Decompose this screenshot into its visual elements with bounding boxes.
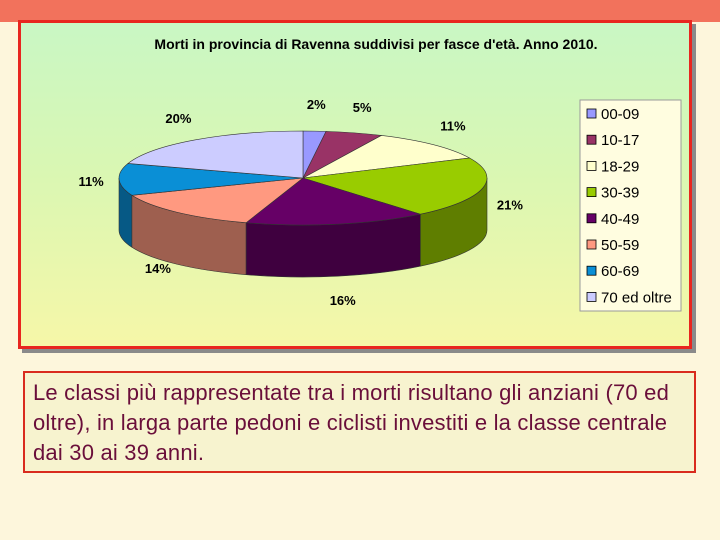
pie-slice-30-39 [302, 157, 488, 215]
legend-label-30-39: 30-39 [601, 185, 639, 202]
legend-label-00-09: 00-09 [601, 106, 639, 123]
legend-swatch-60-69 [586, 265, 597, 276]
legend-swatch-10-17 [586, 134, 597, 145]
pie-slice-40-49 [245, 177, 422, 226]
legend-swatch-18-29 [586, 160, 597, 171]
pie-slice-18-29 [302, 135, 471, 179]
data-label-50-59: 14% [145, 261, 171, 276]
data-label-10-17: 5% [353, 100, 372, 115]
chart-title: Morti in provincia di Ravenna suddivisi … [154, 36, 597, 52]
legend-swatch-30-39 [586, 187, 597, 198]
data-label-40-49: 16% [330, 293, 356, 308]
pie-slice-60-69 [118, 163, 304, 196]
chart-panel: Morti in provincia di Ravenna suddivisi … [18, 20, 692, 349]
data-label-30-39: 21% [497, 197, 523, 212]
chart-legend: 00-09 10-17 18-29 30-39 40-49 50-59 60-69 70 ed… [579, 99, 682, 312]
pie-slices [118, 130, 488, 226]
legend-label-40-49: 40-49 [601, 211, 639, 228]
legend-label-60-69: 60-69 [601, 263, 639, 280]
header-bar [0, 0, 720, 22]
legend-swatch-70-ed-oltre [586, 291, 597, 302]
caption-box: Le classi più rappresentate tra i morti … [23, 371, 696, 473]
legend-label-18-29: 18-29 [601, 158, 639, 175]
pie-slice-50-59 [131, 177, 304, 224]
legend-label-70-ed-oltre: 70 ed oltre [601, 289, 672, 306]
pie-slice-70-ed-oltre [127, 130, 304, 179]
legend-swatch-00-09 [586, 108, 597, 119]
legend-swatch-50-59 [586, 239, 597, 250]
legend-label-10-17: 10-17 [601, 132, 639, 149]
data-label-70-ed-oltre: 20% [165, 111, 191, 126]
data-label-18-29: 11% [440, 118, 466, 133]
caption-text: Le classi più rappresentate tra i morti … [33, 380, 670, 465]
pie-depth [118, 177, 488, 278]
legend-label-50-59: 50-59 [601, 237, 639, 254]
legend-swatch-40-49 [586, 213, 597, 224]
pie-chart: Morti in provincia di Ravenna suddivisi … [78, 36, 682, 312]
legend-box [579, 99, 682, 312]
data-label-00-09: 2% [307, 97, 326, 112]
data-label-60-69: 11% [78, 174, 104, 189]
pie-data-labels: 2% 5% 11% 21% 16% 14% 11% 20% [78, 97, 523, 308]
